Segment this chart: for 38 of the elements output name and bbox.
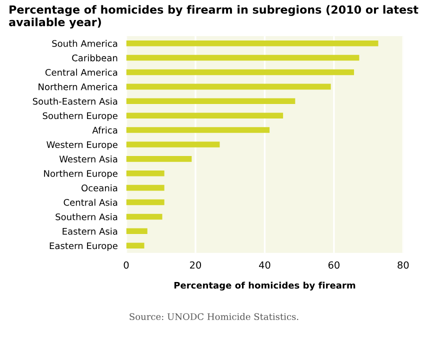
chart-title: Percentage of homicides by firearm in subregions (2010 or latest available year) bbox=[9, 5, 418, 29]
bar bbox=[126, 112, 284, 118]
y-tick-label: Central Asia bbox=[64, 198, 118, 206]
x-tick-label: 80 bbox=[398, 261, 409, 269]
bar bbox=[126, 184, 164, 191]
bar bbox=[126, 98, 296, 104]
y-tick-label: Northern Europe bbox=[44, 170, 118, 179]
bar bbox=[126, 84, 331, 90]
y-tick-label: Central America bbox=[45, 68, 118, 76]
bar bbox=[126, 142, 220, 148]
bar bbox=[126, 40, 378, 46]
source-note: Source: UNODC Homicide Statistics. bbox=[130, 313, 298, 320]
bar bbox=[126, 228, 148, 234]
y-tick-label: Eastern Asia bbox=[62, 228, 118, 235]
bar bbox=[126, 242, 144, 249]
y-tick-label: Eastern Europe bbox=[50, 242, 118, 251]
y-tick-label: Southern Asia bbox=[56, 213, 118, 220]
bar bbox=[126, 156, 192, 162]
y-tick-label: Western Europe bbox=[46, 141, 118, 150]
x-tick-label: 60 bbox=[328, 261, 340, 269]
y-tick-label: Southern Europe bbox=[42, 112, 118, 121]
bar bbox=[126, 69, 354, 76]
bar bbox=[126, 199, 164, 206]
y-tick-label: South-Eastern Asia bbox=[32, 98, 118, 105]
y-tick-label: Northern America bbox=[38, 83, 118, 90]
x-tick-label: 40 bbox=[259, 261, 270, 269]
bar bbox=[126, 214, 162, 220]
y-tick-label: South America bbox=[52, 40, 118, 47]
y-tick-label: Caribbean bbox=[72, 54, 118, 62]
y-tick-label: Africa bbox=[92, 126, 118, 134]
x-axis-title: Percentage of homicides by firearm bbox=[174, 282, 356, 290]
bar bbox=[126, 54, 360, 61]
x-tick-label: 20 bbox=[190, 261, 202, 269]
x-tick-label: 0 bbox=[124, 261, 129, 269]
bar bbox=[126, 170, 164, 176]
y-tick-label: Oceania bbox=[82, 184, 118, 192]
y-tick-label: Western Asia bbox=[59, 156, 118, 162]
bar bbox=[126, 127, 270, 133]
